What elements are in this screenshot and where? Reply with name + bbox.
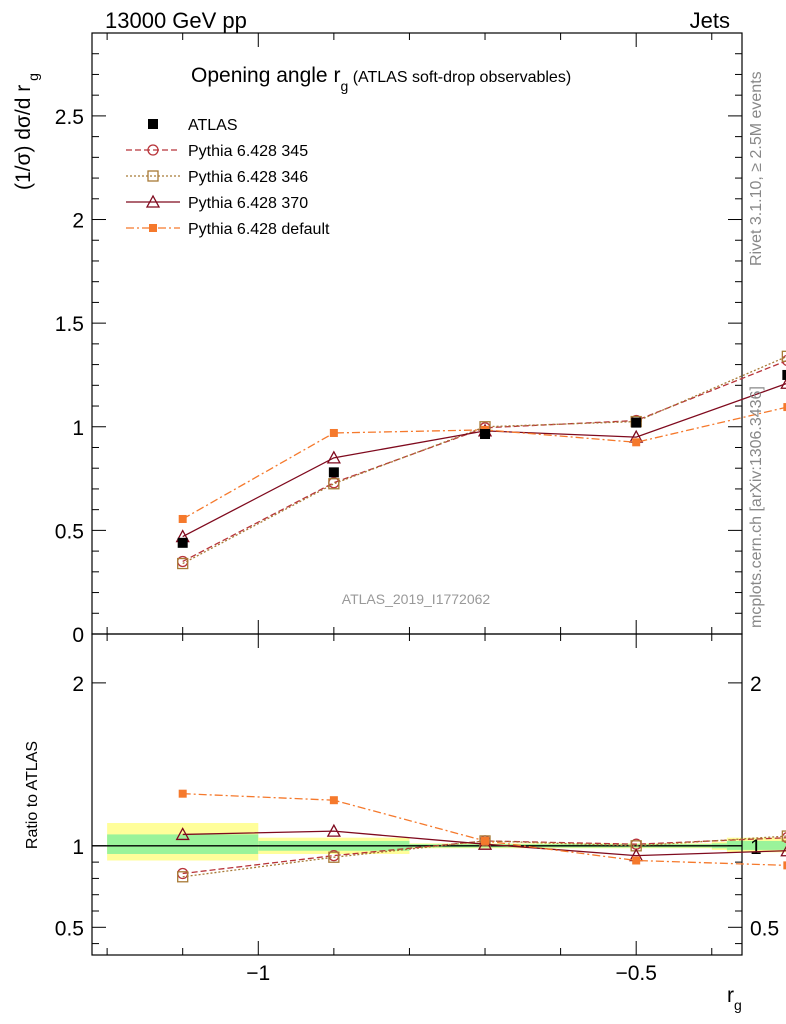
data-point-p346 — [781, 350, 786, 362]
y-label-main: (1/σ) dσ/d r — [12, 85, 35, 190]
data-point-p370 — [326, 823, 341, 837]
data-point-atlas — [328, 467, 339, 478]
series-line-pdefault — [182, 406, 786, 520]
legend-marker-p345 — [147, 144, 159, 156]
chart-title-main: Opening angle r — [191, 64, 340, 87]
legend-label-p345: Pythia 6.428 345 — [188, 143, 308, 160]
ratio-y-tick-label-right: 1 — [750, 836, 762, 859]
data-point-pdefault — [632, 856, 641, 865]
data-point-p346 — [328, 851, 340, 863]
chart-title-suffix: (ATLAS soft-drop observables) — [348, 69, 571, 86]
ratio-y-axis-label: Ratio to ATLAS — [24, 741, 41, 849]
main-y-axis-label: (1/σ) dσ/d r g — [12, 73, 41, 190]
data-point-pdefault — [178, 514, 187, 523]
ratio-y-tick-label: 0.5 — [55, 917, 84, 940]
legend-marker-p346 — [147, 170, 159, 182]
legend-marker-atlas — [148, 119, 158, 129]
series-line-p370 — [182, 383, 786, 538]
data-point-atlas — [782, 369, 786, 380]
series-line-p345 — [182, 360, 786, 563]
data-point-p370 — [780, 378, 786, 389]
header-left: 13000 GeV pp — [105, 8, 247, 33]
data-point-pdefault — [783, 403, 786, 412]
data-point-p346 — [479, 835, 491, 847]
series-line-p370 — [182, 830, 786, 857]
ratio-y-tick-label: 2 — [72, 673, 84, 696]
x-tick-label: −0.5 — [615, 962, 656, 985]
legend-label-p346: Pythia 6.428 346 — [188, 169, 308, 186]
mcplots-label: mcplots.cern.ch [arXiv:1306.3436] — [748, 386, 765, 628]
legend-label-pdefault: Pythia 6.428 default — [188, 221, 330, 238]
data-point-p370 — [175, 827, 190, 841]
x-tick-label: −1 — [246, 962, 270, 985]
x-axis-label: rg — [727, 984, 742, 1013]
data-point-pdefault — [329, 796, 338, 805]
series-line-p345 — [182, 837, 786, 875]
data-point-p370 — [326, 450, 341, 464]
data-point-pdefault — [783, 861, 786, 870]
legend-marker-pdefault — [149, 224, 157, 232]
ratio-y-tick-label-right: 2 — [750, 673, 762, 696]
analysis-watermark: ATLAS_2019_I1772062 — [342, 591, 491, 607]
rivet-label: Rivet 3.1.10, ≥ 2.5M events — [748, 71, 765, 266]
ratio-frame — [91, 633, 743, 956]
data-point-atlas — [631, 417, 642, 428]
data-point-p346 — [177, 557, 189, 570]
main-y-tick-label: 0.5 — [55, 520, 84, 543]
y-label-sub: g — [25, 73, 41, 85]
chart-title-sub: g — [340, 78, 348, 94]
uncertainty-band-inner — [726, 840, 786, 850]
main-y-tick-label: 1.5 — [55, 313, 84, 336]
main-y-tick-label: 1 — [72, 417, 84, 440]
data-point-p370 — [780, 845, 786, 857]
data-point-atlas — [480, 429, 491, 440]
series-line-pdefault — [182, 793, 786, 866]
main-y-tick-label: 2 — [72, 210, 84, 233]
data-point-atlas — [177, 537, 188, 548]
main-y-tick-label: 2.5 — [55, 106, 84, 129]
data-point-p346 — [781, 830, 786, 842]
legend-marker-p370 — [145, 194, 161, 208]
uncertainty-band-inner — [107, 834, 259, 854]
legend-label-atlas: ATLAS — [188, 117, 238, 134]
data-point-pdefault — [329, 428, 338, 437]
series-line-p346 — [182, 835, 786, 878]
series-line-p346 — [182, 356, 786, 565]
ratio-y-tick-label: 1 — [72, 836, 84, 859]
header-right: Jets — [689, 8, 730, 33]
data-point-pdefault — [632, 438, 641, 447]
chart-title: Opening angle rg (ATLAS soft-drop observ… — [191, 64, 571, 94]
data-point-p346 — [328, 478, 340, 490]
data-point-p346 — [177, 871, 189, 883]
ratio-y-tick-label-right: 0.5 — [750, 917, 779, 940]
x-label-main: r — [727, 984, 734, 1007]
x-label-sub: g — [734, 997, 742, 1013]
data-point-pdefault — [178, 789, 187, 798]
main-y-tick-label: 0 — [72, 624, 84, 647]
data-point-pdefault — [481, 836, 490, 845]
legend-label-p370: Pythia 6.428 370 — [188, 195, 308, 212]
